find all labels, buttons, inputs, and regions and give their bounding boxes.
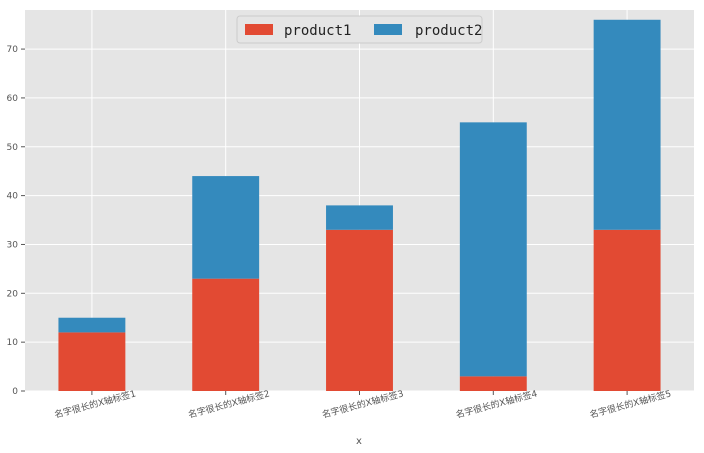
y-tick-label: 40 <box>7 192 19 202</box>
y-tick-label: 30 <box>7 240 19 250</box>
y-axis-ticks: 0 10 20 30 40 50 60 70 <box>7 45 25 397</box>
legend-label-product1: product1 <box>284 23 351 39</box>
y-tick-label: 50 <box>7 143 19 153</box>
legend-label-product2: product2 <box>415 23 482 39</box>
y-tick-label: 20 <box>7 289 19 299</box>
x-tick-label: 名字很长的X轴标签5 <box>588 387 672 420</box>
y-tick-label: 10 <box>7 338 19 348</box>
bar-product1-2 <box>192 278 260 391</box>
bar-product2-5 <box>593 19 661 230</box>
x-tick-label: 名字很长的X轴标签2 <box>187 387 271 420</box>
x-tick-label: 名字很长的X轴标签4 <box>454 387 538 420</box>
bars <box>58 19 661 391</box>
legend-swatch-product1 <box>245 24 273 35</box>
bar-product1-3 <box>326 229 393 391</box>
y-tick-label: 0 <box>12 387 18 397</box>
bar-product2-4 <box>459 122 527 377</box>
y-tick-label: 70 <box>7 45 19 55</box>
x-tick-label: 名字很长的X轴标签1 <box>53 387 137 420</box>
bar-product2-3 <box>326 205 393 230</box>
x-tick-label: 名字很长的X轴标签3 <box>321 387 405 420</box>
x-axis-ticks: 名字很长的X轴标签1 名字很长的X轴标签2 名字很长的X轴标签3 名字很长的X轴标签4… <box>53 387 672 420</box>
legend: product1 product2 <box>236 15 483 44</box>
bar-product2-2 <box>192 176 260 279</box>
bar-product1-4 <box>459 376 527 391</box>
y-tick-label: 60 <box>7 94 19 104</box>
x-axis-label: x <box>356 436 362 447</box>
bar-product1-5 <box>593 229 661 391</box>
bar-product1-1 <box>58 332 126 391</box>
legend-box <box>236 15 483 44</box>
legend-swatch-product2 <box>374 24 402 35</box>
bar-product2-1 <box>58 317 126 333</box>
